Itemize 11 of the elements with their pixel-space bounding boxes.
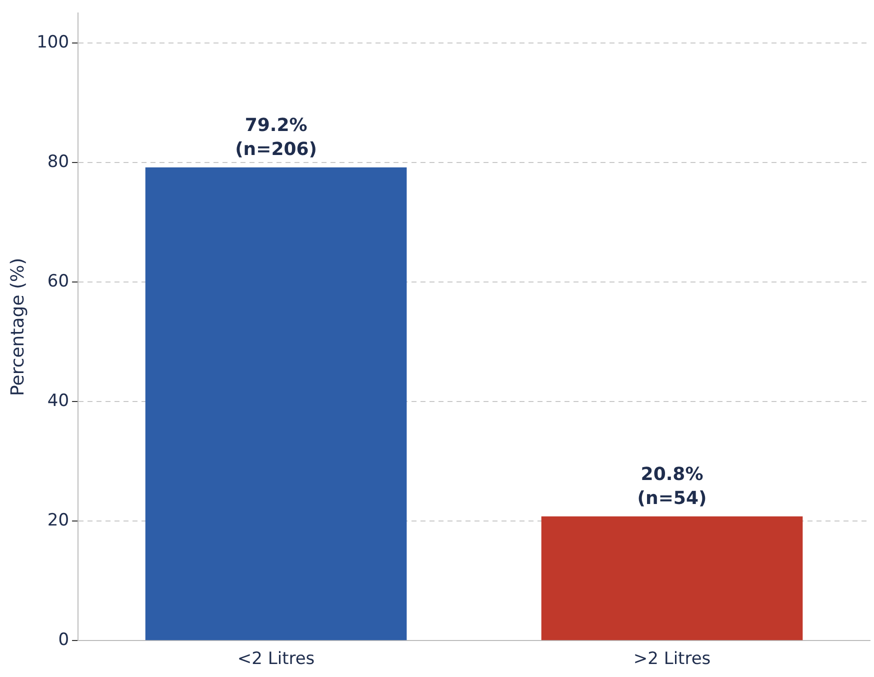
- y-tick-label: 0: [58, 630, 70, 650]
- data-label: 79.2% (n=206): [235, 115, 318, 160]
- x-tick-label: >2 Litres: [633, 649, 711, 670]
- y-axis-title: Percentage (%): [7, 258, 28, 396]
- x-tick-label: <2 Litres: [237, 649, 315, 670]
- y-tick-label: 100: [36, 32, 70, 52]
- y-tick-label: 60: [47, 272, 70, 292]
- data-label: 20.8% (n=54): [637, 464, 707, 509]
- y-tick-label: 80: [47, 152, 70, 172]
- y-tick-label: 20: [47, 510, 70, 531]
- y-tick-label: 40: [47, 391, 70, 412]
